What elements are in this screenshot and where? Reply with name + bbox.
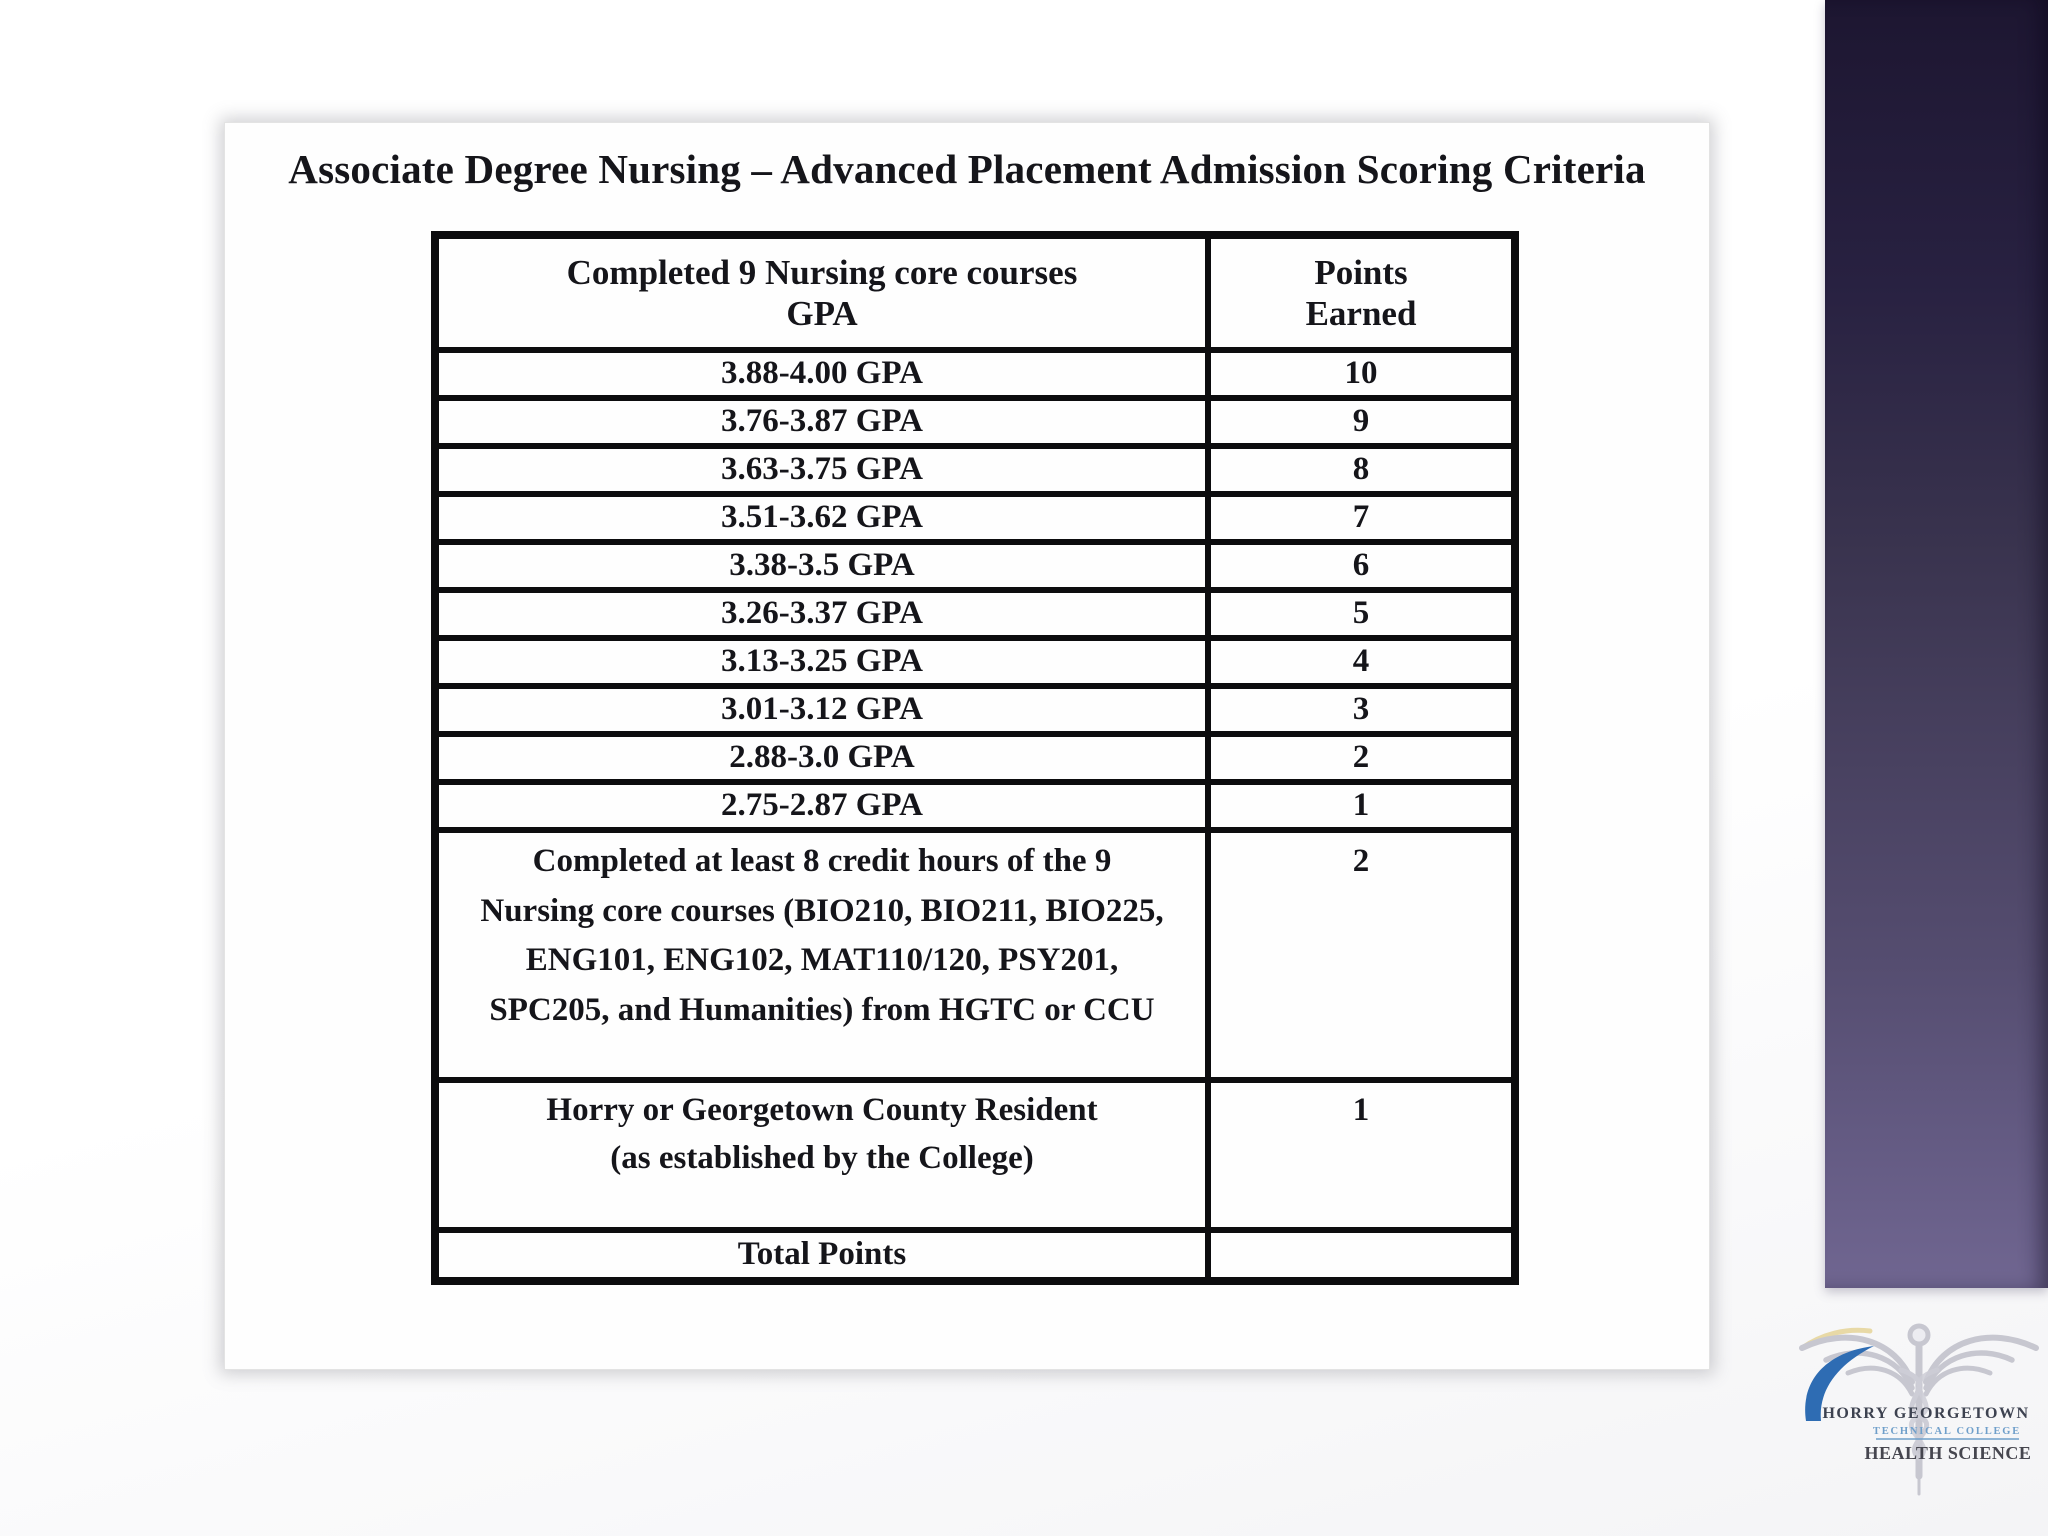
points-cell: 10 [1205,347,1518,401]
points-cell: 3 [1205,683,1518,737]
criteria-column-header: Completed 9 Nursing core courses GPA [432,232,1211,353]
points-cell: 8 [1205,443,1518,497]
criteria-cell: 3.13-3.25 GPA [432,635,1211,689]
scoring-table-body: 3.88-4.00 GPA 10 3.76-3.87 GPA 9 3.63-3.75 G… [432,347,1518,1284]
scanned-document-panel: Associate Degree Nursing – Advanced Plac… [224,122,1710,1370]
criteria-cell: 3.51-3.62 GPA [432,491,1211,545]
points-column-header: Points Earned [1205,232,1518,353]
table-row: 3.51-3.62 GPA 7 [432,491,1518,545]
table-row: 3.76-3.87 GPA 9 [432,395,1518,449]
logo-line2: TECHNICAL COLLEGE [1873,1426,2021,1437]
points-cell: 5 [1205,587,1518,641]
table-row: Total Points [432,1227,1518,1284]
criteria-cell: 3.63-3.75 GPA [432,443,1211,497]
table-row: 3.38-3.5 GPA 6 [432,539,1518,593]
criteria-cell: 2.88-3.0 GPA [432,731,1211,785]
criteria-cell: 3.76-3.87 GPA [432,395,1211,449]
criteria-cell: 3.88-4.00 GPA [432,347,1211,401]
criteria-header-line2: GPA [786,294,858,333]
table-row: Horry or Georgetown County Resident (as … [432,1077,1518,1233]
criteria-cell: Completed at least 8 credit hours of the… [432,827,1211,1083]
points-header-line2: Earned [1305,294,1417,333]
logo-line3: HEALTH SCIENCE [1865,1443,2032,1463]
criteria-cell: Horry or Georgetown County Resident (as … [432,1077,1211,1233]
caduceus-icon [1799,1323,2039,1496]
points-cell [1205,1227,1518,1284]
college-logo: HORRY GEORGETOWN TECHNICAL COLLEGE HEALT… [1788,1318,2046,1518]
table-row: 3.01-3.12 GPA 3 [432,683,1518,737]
logo-swoosh [1805,1346,1874,1421]
points-cell: 1 [1205,1077,1518,1233]
criteria-cell: 3.26-3.37 GPA [432,587,1211,641]
table-row: 3.26-3.37 GPA 5 [432,587,1518,641]
table-row: 3.88-4.00 GPA 10 [432,347,1518,401]
logo-line1: HORRY GEORGETOWN [1822,1405,2029,1422]
points-cell: 2 [1205,827,1518,1083]
criteria-cell: 2.75-2.87 GPA [432,779,1211,833]
points-cell: 7 [1205,491,1518,545]
points-cell: 4 [1205,635,1518,689]
table-row: 3.13-3.25 GPA 4 [432,635,1518,689]
points-header-line1: Points [1314,252,1408,292]
criteria-cell: 3.38-3.5 GPA [432,539,1211,593]
points-cell: 1 [1205,779,1518,833]
table-header-row: Completed 9 Nursing core courses GPA Poi… [432,232,1518,353]
document-title: Associate Degree Nursing – Advanced Plac… [288,146,1646,192]
criteria-cell: 3.01-3.12 GPA [432,683,1211,737]
table-row: 3.63-3.75 GPA 8 [432,443,1518,497]
criteria-header-line1: Completed 9 Nursing core courses [566,252,1078,292]
sidebar-gradient-bar [1825,0,2048,1288]
table-row: 2.75-2.87 GPA 1 [432,779,1518,833]
table-row: 2.88-3.0 GPA 2 [432,731,1518,785]
criteria-cell: Total Points [432,1227,1211,1284]
scoring-criteria-table: Completed 9 Nursing core courses GPA Poi… [431,231,1519,1285]
table-row: Completed at least 8 credit hours of the… [432,827,1518,1083]
points-cell: 2 [1205,731,1518,785]
points-cell: 9 [1205,395,1518,449]
points-cell: 6 [1205,539,1518,593]
